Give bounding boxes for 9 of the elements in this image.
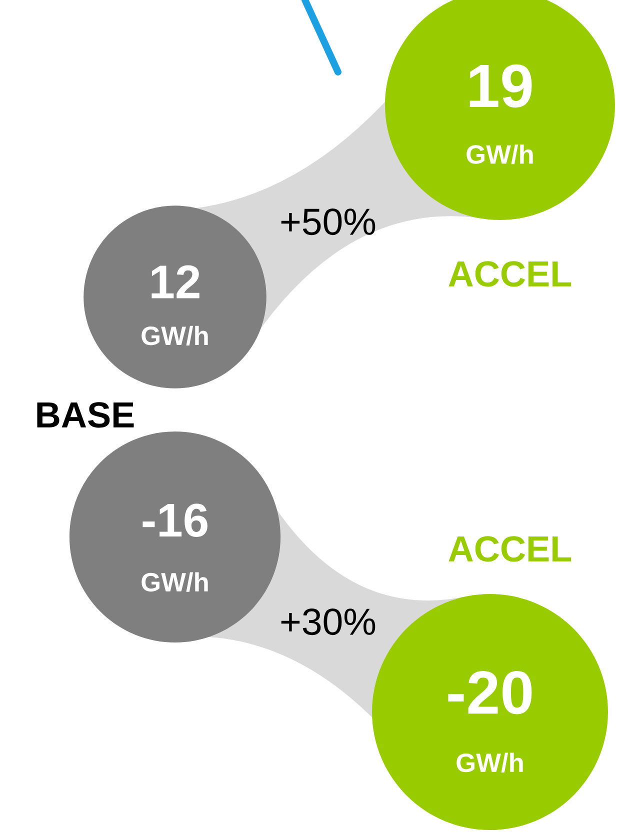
data-label: -16 GW/h <box>142 504 208 592</box>
category-label: ACCEL <box>448 261 572 287</box>
data-label: 12 GW/h <box>142 265 208 346</box>
text: +50% <box>281 208 376 236</box>
category-label: ACCEL <box>448 536 572 562</box>
data-label: 19 GW/h <box>466 64 533 164</box>
category-label: BASE <box>37 402 134 428</box>
data-label: -20 GW/h <box>448 670 532 772</box>
text: +30% <box>281 608 376 636</box>
